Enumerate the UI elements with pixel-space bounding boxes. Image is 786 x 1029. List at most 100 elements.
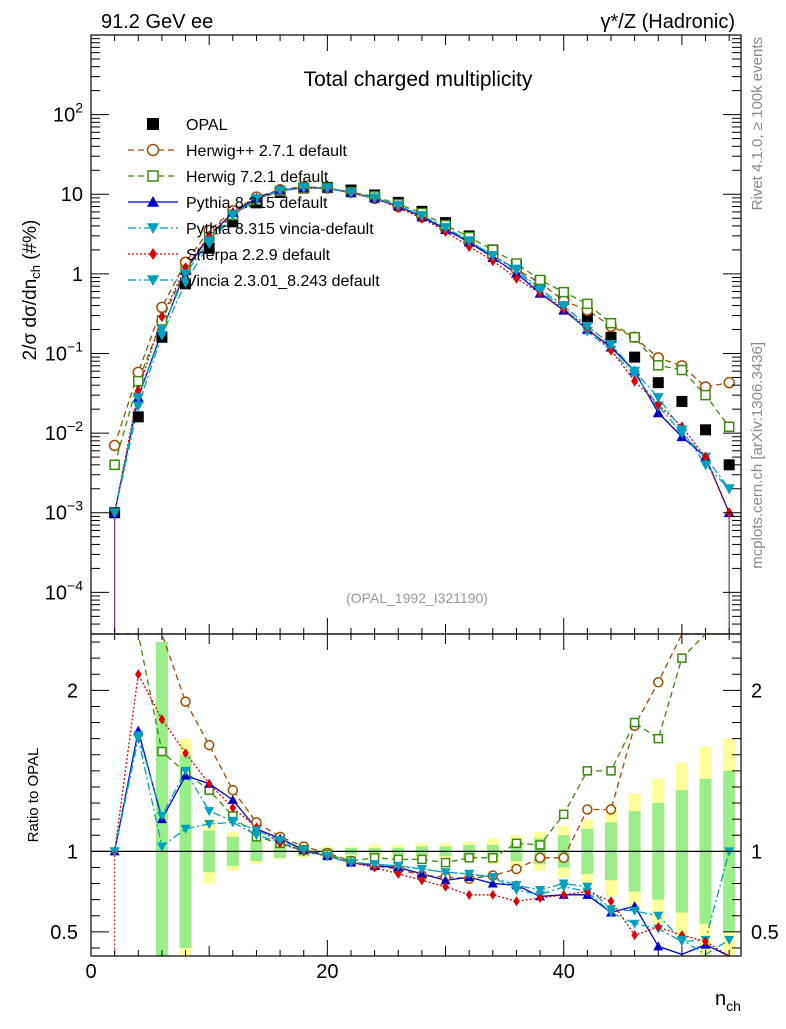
x-tick-label: 20 (316, 961, 338, 983)
ratio-point-series-5 (607, 896, 615, 907)
ratio-point-series-2 (558, 809, 569, 820)
ratio-point-series-2 (606, 766, 616, 776)
ratio-point-series-5 (205, 778, 213, 789)
legend-label: Sherpa 2.2.9 default (186, 247, 331, 264)
ratio-point-series-6 (511, 881, 522, 891)
ratio-point-series-5 (395, 868, 402, 879)
y-tick-label-main: 10−1 (45, 338, 83, 365)
ratio-point-series-1 (203, 739, 215, 751)
ratio-point-series-3 (440, 875, 451, 885)
ratio-point-series-6 (369, 860, 380, 870)
y-tick-label-main: 10−4 (45, 577, 83, 604)
ratio-point-series-1 (227, 784, 239, 796)
ratio-point-series-4 (511, 885, 522, 895)
ratio-point-series-6 (180, 766, 191, 776)
legend-label: Vincia 2.3.01_8.243 default (186, 273, 380, 290)
data-point-series-2 (558, 286, 569, 298)
ratio-point-series-6 (204, 807, 215, 817)
data-point-series-6 (203, 236, 215, 247)
ratio-point-series-1 (653, 677, 664, 688)
data-point-opal (581, 312, 593, 324)
svg-text:2/σ dσ/dnch (#%): 2/σ dσ/dnch (#%) (20, 220, 43, 361)
series-line-6 (113, 187, 730, 513)
data-point-series-6 (723, 484, 735, 495)
ratio-point-series-2 (582, 766, 593, 776)
ratio-point-series-5 (536, 893, 544, 904)
data-point-series-2 (723, 421, 735, 433)
data-point-series-6 (227, 210, 239, 221)
ratio-point-series-5 (560, 889, 567, 900)
data-point-series-6 (558, 301, 570, 312)
ratio-line-2 (114, 633, 730, 864)
mcplots-label: mcplots.cern.ch [arXiv:1306.3436] (749, 342, 766, 569)
data-point-series-4 (132, 401, 144, 412)
ratio-point-series-1 (605, 804, 617, 815)
header-left: 91.2 GeV ee (101, 11, 213, 33)
header-right: γ*/Z (Hadronic) (601, 11, 735, 33)
ratio-point-series-6 (653, 911, 664, 921)
ratio-point-series-5 (135, 669, 142, 680)
data-point-series-1 (723, 376, 735, 389)
ratio-band-stat (155, 642, 168, 956)
data-point-series-2 (605, 317, 617, 329)
data-point-series-6 (440, 223, 452, 234)
ratio-point-series-6 (227, 816, 238, 826)
data-point-series-6 (416, 211, 428, 222)
ratio-point-series-1 (534, 852, 546, 864)
ratio-point-series-6 (606, 905, 616, 915)
ratio-point-series-2 (488, 853, 498, 863)
y-tick-label-ratio-right: 0.5 (751, 922, 779, 944)
data-point-series-1 (108, 439, 121, 452)
ratio-point-series-6 (558, 879, 569, 889)
data-point-series-6 (392, 201, 404, 212)
y-tick-label-main: 1 (72, 264, 83, 286)
ratio-point-series-1 (558, 852, 569, 864)
ratio-point-series-5 (229, 802, 237, 813)
legend-label: Pythia 8.315 default (186, 195, 328, 212)
ratio-point-series-2 (677, 653, 687, 663)
data-point-series-6 (487, 251, 499, 262)
data-point-series-6 (250, 194, 262, 205)
ratio-point-series-5 (489, 889, 497, 900)
data-point-series-2 (653, 360, 664, 371)
ratio-point-series-5 (702, 936, 709, 947)
data-point-series-5 (512, 272, 521, 284)
data-point-series-2 (133, 375, 144, 387)
ratio-point-series-1 (582, 804, 593, 815)
data-point-series-6 (132, 393, 144, 404)
ratio-point-series-6 (464, 869, 475, 879)
data-point-series-6 (321, 183, 333, 194)
ratio-point-series-5 (631, 930, 638, 941)
data-point-series-5 (701, 451, 710, 463)
data-point-series-6 (298, 183, 310, 194)
legend-marker (147, 196, 159, 207)
data-point-series-6 (345, 188, 357, 199)
data-point-series-6 (534, 284, 546, 295)
data-point-series-6 (700, 460, 712, 471)
data-point-series-6 (652, 393, 664, 404)
ratio-point-series-6 (275, 836, 286, 846)
legend-marker (149, 248, 157, 260)
data-point-opal (723, 459, 735, 471)
ratio-line-6 (113, 735, 730, 956)
ratio-point-series-6 (440, 868, 451, 878)
y-tick-label-ratio: 1 (67, 841, 78, 863)
data-point-series-6 (109, 508, 121, 519)
data-point-series-5 (607, 344, 615, 356)
ratio-point-series-3 (227, 794, 238, 804)
data-point-opal (700, 424, 712, 436)
ratio-point-series-2 (417, 854, 427, 865)
ratio-point-series-5 (182, 748, 189, 759)
data-point-series-2 (534, 274, 546, 286)
y-tick-label-main: 10 (61, 184, 83, 206)
y-tick-label-ratio: 0.5 (50, 922, 78, 944)
ratio-point-series-6 (582, 882, 593, 892)
ratio-point-series-4 (251, 831, 262, 841)
data-point-opal (676, 395, 688, 407)
ratio-point-series-4 (156, 842, 167, 852)
legend-marker (147, 223, 159, 234)
data-point-series-6 (369, 193, 381, 204)
ratio-point-series-5 (465, 889, 473, 900)
ratio-point-series-5 (513, 896, 520, 907)
